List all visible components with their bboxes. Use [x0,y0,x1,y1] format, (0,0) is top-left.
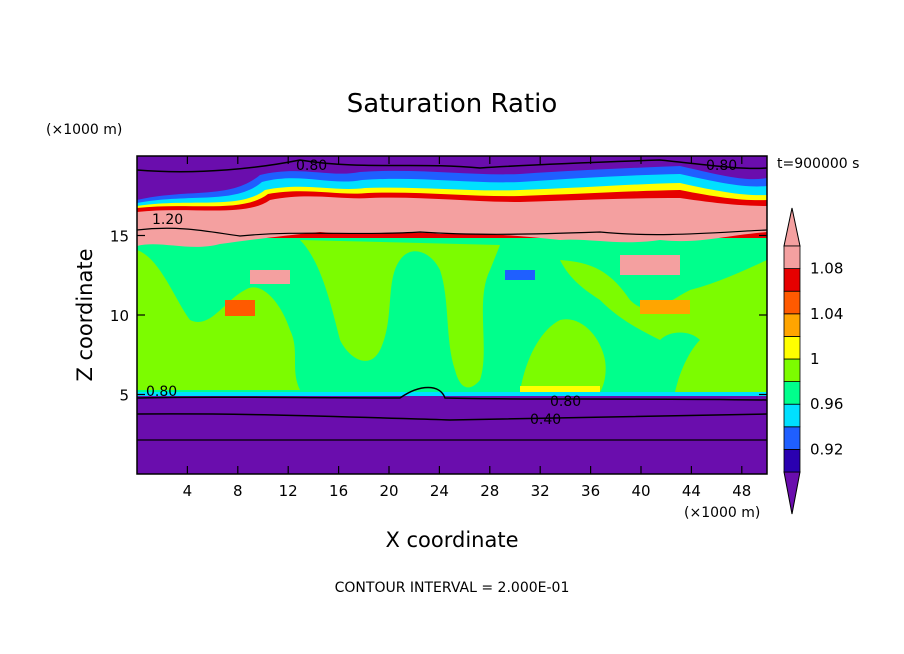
y-unit-label: (×1000 m) [46,122,122,138]
y-tick-label: 10 [110,307,129,325]
patch-blue-1 [505,270,535,280]
x-tick-label: 12 [279,482,298,500]
x-tick-label: 48 [732,482,751,500]
contour-label-1: 0.80 [296,158,327,174]
y-tick-label: 5 [119,387,129,405]
contour-interval-label: CONTOUR INTERVAL = 2.000E-01 [335,580,570,596]
colorbar: 1.08 1.04 1 0.96 0.92 [783,207,843,515]
colorbar-swatch [783,381,801,405]
contour-line-upper-2 [137,227,767,237]
x-axis-title: X coordinate [385,528,518,552]
patch-orange-1 [640,300,690,314]
y-axis: 5 10 15 [110,228,767,405]
plot-area [137,156,767,474]
contour-label-6: 0.40 [530,412,561,428]
colorbar-swatch [783,403,801,428]
colorbar-tick-label: 1 [810,350,820,368]
patch-red-2 [620,255,680,275]
region-upper-supersaturated [137,196,767,247]
contour-label-2: 0.80 [706,158,737,174]
x-tick-label: 4 [183,482,193,500]
colorbar-swatch [783,448,801,473]
region-base-cyan [137,392,767,396]
contour-label-5: 0.80 [550,394,581,410]
x-tick-label: 8 [233,482,243,500]
colorbar-swatch [783,245,801,270]
region-light-green-mid [300,240,500,388]
contour-line-040 [137,413,767,421]
y-axis-title: Z coordinate [73,248,97,381]
y-tick-label: 15 [110,228,129,246]
x-tick-label: 36 [581,482,600,500]
colorbar-tick-label: 1.04 [810,305,843,323]
colorbar-swatch [783,290,801,315]
contour-label-3: 1.20 [152,212,183,228]
colorbar-tick-label: 0.92 [810,440,843,458]
contour-line-base-080 [137,386,767,401]
colorbar-swatch [783,358,801,383]
x-tick-label: 16 [329,482,348,500]
region-light-green-left [137,250,300,390]
colorbar-swatch [783,426,801,450]
x-axis: 4 8 12 16 20 24 28 32 36 40 44 48 [183,156,751,500]
colorbar-tick-label: 0.96 [810,395,843,413]
region-lower-dry [137,396,767,474]
colorbar-swatch [783,313,801,337]
contour-label-4: 0.80 [146,384,177,400]
patch-yellow-1 [520,386,600,392]
chart-title: Saturation Ratio [347,89,558,119]
x-unit-label: (×1000 m) [684,505,760,521]
patch-red-1 [225,300,255,316]
x-tick-label: 32 [531,482,550,500]
time-label: t=900000 s [777,156,859,172]
x-tick-label: 44 [682,482,701,500]
x-tick-label: 20 [379,482,398,500]
region-light-green-center [520,319,606,392]
region-light-green-right [560,260,767,392]
colorbar-tick-label: 1.08 [810,260,843,278]
contour-line-upper [137,159,767,173]
x-tick-label: 24 [430,482,449,500]
colorbar-extend-high [783,207,801,247]
colorbar-swatch [783,335,801,360]
x-tick-label: 28 [480,482,499,500]
patch-pink-1 [250,270,290,284]
colorbar-swatch [783,268,801,292]
colorbar-extend-low [783,471,801,515]
x-tick-label: 40 [631,482,650,500]
